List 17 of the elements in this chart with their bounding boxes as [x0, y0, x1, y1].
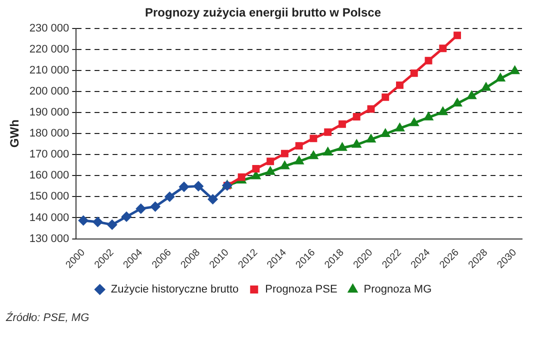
- y-tick-label: 160 000: [29, 170, 70, 182]
- text: Źródło: PSE, MG: [6, 312, 90, 324]
- legend-label: Prognoza MG: [364, 284, 432, 296]
- y-tick-label: 150 000: [29, 190, 70, 203]
- y-tick-label: 170 000: [29, 148, 70, 161]
- y-tick-label: 190 000: [29, 106, 70, 119]
- y-tick-label: 200 000: [29, 86, 70, 98]
- y-tick-label: 220 000: [29, 43, 70, 56]
- y-tick-label: 140 000: [29, 212, 70, 224]
- y-tick-label: 180 000: [29, 128, 70, 140]
- chart-title: Prognozy zużycia energii brutto w Polsce: [144, 6, 382, 20]
- legend-label: Zużycie historyczne brutto: [110, 284, 239, 296]
- y-axis-title: GWh: [8, 120, 22, 148]
- y-tick-label: 130 000: [29, 232, 70, 245]
- legend-label: Prognoza PSE: [265, 284, 338, 296]
- y-tick-label: 210 000: [29, 64, 70, 77]
- y-tick-label: 230 000: [29, 22, 70, 34]
